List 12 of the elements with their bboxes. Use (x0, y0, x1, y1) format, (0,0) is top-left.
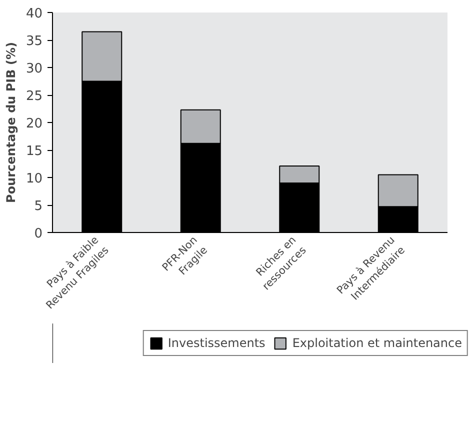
legend-label: Investissements (168, 336, 266, 350)
y-tick-label: 0 (34, 226, 43, 242)
legend-label: Exploitation et maintenance (292, 336, 462, 350)
y-tick-label: 35 (26, 34, 43, 49)
y-tick-label: 20 (26, 116, 43, 132)
y-tick-label: 30 (26, 62, 43, 76)
y-tick-label: 10 (26, 172, 43, 186)
y-tick-label: 25 (26, 89, 43, 104)
y-tick-label: 15 (26, 144, 43, 159)
y-tick-label: 5 (34, 199, 43, 214)
y-axis-title: Pourcentage du PIB (%) (4, 42, 18, 203)
y-tick-label: 40 (26, 6, 43, 22)
